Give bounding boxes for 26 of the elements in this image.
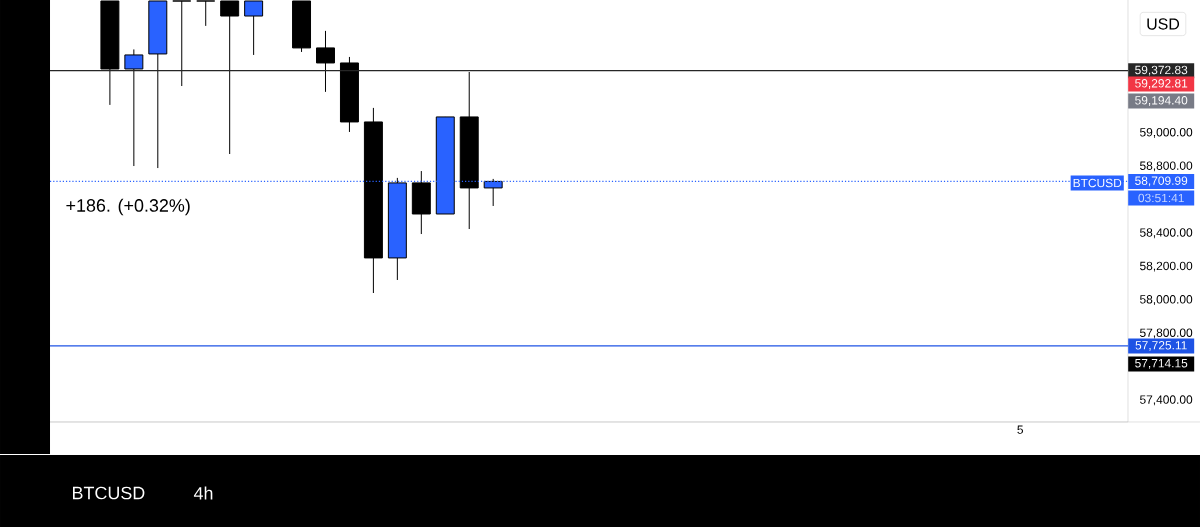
text: 57,714.15 xyxy=(1135,359,1188,369)
text: 03:51:41 xyxy=(1138,193,1184,203)
y-tick-label: 58,000.00 xyxy=(1139,295,1193,305)
annotation: +186. (+0.32%) xyxy=(66,198,190,216)
candlestick xyxy=(124,48,144,167)
candlestick xyxy=(316,30,335,93)
annotation: BTCUSD xyxy=(1073,178,1122,188)
ref-line-label: 58,709.99 xyxy=(1135,176,1188,187)
text: BTCUSD xyxy=(73,486,145,500)
candlestick xyxy=(196,0,216,27)
x-tick-label: 5 xyxy=(1017,425,1024,434)
y-tick-label: 58,400.00 xyxy=(1139,228,1193,239)
y-tick-label: 57,800.00 xyxy=(1139,328,1193,339)
y-tick-label: 58,800.00 xyxy=(1139,161,1193,172)
text: 59,292.81 xyxy=(1135,79,1188,89)
text: 4h xyxy=(193,486,213,500)
y-tick-label: 59,000.00 xyxy=(1139,128,1193,138)
ref-line-label: 59,372.83 xyxy=(1135,65,1188,76)
text: 59,194.40 xyxy=(1135,96,1188,106)
text: USD xyxy=(1147,18,1180,30)
candlestick xyxy=(244,0,264,56)
candlestick xyxy=(220,0,240,155)
ref-line-label: 57,725.11 xyxy=(1135,341,1187,351)
candlestick xyxy=(172,0,192,87)
y-tick-label: 58,200.00 xyxy=(1139,261,1193,272)
y-tick-label: 57,400.00 xyxy=(1139,395,1193,406)
